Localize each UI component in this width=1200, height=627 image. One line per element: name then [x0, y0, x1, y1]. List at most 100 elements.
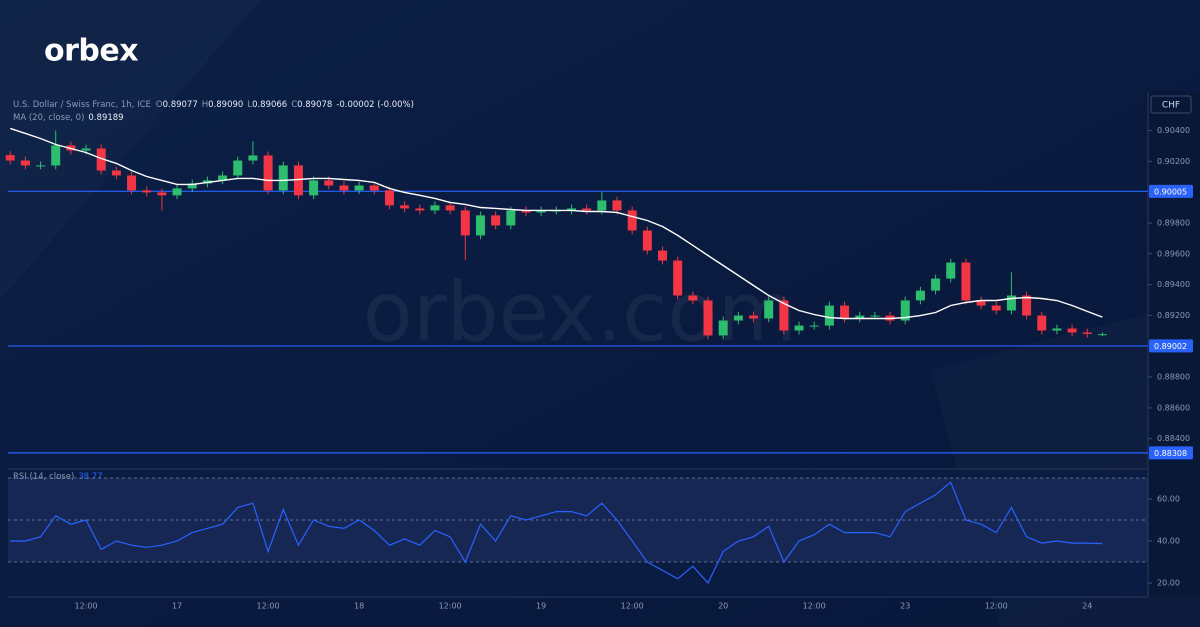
- candle-body: [536, 210, 546, 213]
- candle-body: [824, 305, 834, 326]
- candle-body: [870, 315, 880, 317]
- candle-body: [293, 165, 303, 196]
- candle-body: [460, 210, 470, 236]
- x-tick-label: 12:00: [985, 602, 1008, 611]
- candle-body: [1037, 315, 1047, 331]
- candle-body: [430, 205, 440, 211]
- ohlc-key: L: [247, 100, 252, 110]
- candle-body: [612, 200, 622, 211]
- legend-name: RSI (14, close): [13, 472, 74, 482]
- y-tick-label: 0.88400: [1157, 434, 1190, 443]
- candle-body: [946, 262, 956, 279]
- chart-title: U.S. Dollar / Swiss Franc, 1h, ICE: [13, 100, 151, 110]
- candle-body: [263, 155, 273, 191]
- logo: orbex: [44, 34, 138, 69]
- y-tick-label: 20.00: [1157, 579, 1180, 588]
- y-tick-label: 0.89200: [1157, 311, 1190, 320]
- candle-body: [521, 210, 531, 213]
- legend-line: U.S. Dollar / Swiss Franc, 1h, ICE O0.890…: [13, 100, 414, 110]
- candle-body: [991, 305, 1001, 311]
- candle-body: [400, 205, 410, 209]
- y-tick-label: 0.88800: [1157, 373, 1190, 382]
- rsi-pane: [8, 470, 1148, 595]
- candle-body: [127, 175, 137, 191]
- candle-body: [475, 215, 485, 236]
- candle-body: [187, 183, 197, 189]
- legend-name: MA (20, close, 0): [13, 113, 84, 123]
- legend-value: 38.77: [78, 472, 102, 482]
- x-tick-label: 24: [1082, 602, 1092, 611]
- watermark: orbex.com: [363, 265, 798, 360]
- candle-body: [309, 180, 319, 196]
- candle-body: [1082, 332, 1092, 334]
- candle-body: [36, 165, 46, 167]
- candle-body: [278, 165, 288, 191]
- x-tick-label: 18: [354, 602, 364, 611]
- candle-body: [218, 175, 228, 181]
- candle-body: [673, 260, 683, 296]
- change: -0.00002 (-0.00%): [336, 100, 414, 110]
- candle-body: [20, 160, 30, 166]
- candle-body: [961, 262, 971, 301]
- candle-body: [445, 205, 455, 211]
- candle-body: [354, 185, 364, 191]
- ohlc-value: 0.89077: [163, 100, 198, 110]
- x-tick-label: 12:00: [75, 602, 98, 611]
- candle-body: [369, 185, 379, 191]
- y-tick-label: 0.89800: [1157, 218, 1190, 227]
- candle-body: [809, 325, 819, 327]
- ohlc-value: 0.89078: [297, 100, 332, 110]
- x-tick-label: 12:00: [621, 602, 644, 611]
- y-tick-label: 0.89600: [1157, 249, 1190, 258]
- candle-body: [733, 315, 743, 321]
- x-tick-label: 17: [172, 602, 182, 611]
- candle-body: [233, 160, 243, 176]
- y-tick-label: 60.00: [1157, 494, 1180, 503]
- ohlc-key: O: [156, 100, 163, 110]
- candle-body: [703, 300, 713, 336]
- candle-body: [81, 148, 91, 151]
- candle-body: [915, 290, 925, 301]
- candle-body: [339, 185, 349, 191]
- candle-body: [172, 188, 182, 196]
- candle-body: [627, 210, 637, 231]
- candle-body: [1052, 328, 1062, 331]
- candle-body: [749, 315, 759, 319]
- candle-body: [491, 215, 501, 226]
- level-label: 0.88308: [1154, 449, 1187, 458]
- candle-body: [96, 148, 106, 171]
- y-tick-label: 0.88600: [1157, 403, 1190, 412]
- candle-body: [1097, 334, 1107, 336]
- legend-line: RSI (14, close) 38.77: [13, 472, 103, 482]
- candle-body: [142, 190, 152, 193]
- candle-body: [1022, 295, 1032, 316]
- candle-body: [384, 190, 394, 206]
- candle-body: [1067, 328, 1077, 333]
- candle-body: [855, 315, 865, 319]
- candle-body: [1006, 295, 1016, 311]
- candle-body: [582, 208, 592, 211]
- candle-body: [642, 230, 652, 251]
- ma-line: [9, 127, 1103, 320]
- candle-body: [900, 300, 910, 321]
- legend-value: 0.89189: [88, 113, 123, 123]
- x-tick-label: 12:00: [257, 602, 280, 611]
- candle-body: [324, 180, 334, 186]
- candle-body: [931, 278, 941, 291]
- y-tick-label: 40.00: [1157, 537, 1180, 546]
- x-tick-label: 12:00: [439, 602, 462, 611]
- level-tag: [1149, 339, 1193, 353]
- candle-body: [658, 250, 668, 261]
- ohlc-key: H: [202, 100, 208, 110]
- x-tick-label: 23: [900, 602, 910, 611]
- ohlc-value: 0.89066: [252, 100, 287, 110]
- level-label: 0.90005: [1154, 187, 1187, 196]
- candle-body: [779, 300, 789, 331]
- y-tick-label: 0.90200: [1157, 157, 1190, 166]
- ohlc-key: C: [291, 100, 297, 110]
- candle-body: [248, 155, 258, 161]
- candle-body: [688, 295, 698, 301]
- candle-body: [51, 145, 61, 166]
- y-tick-label: 0.89400: [1157, 280, 1190, 289]
- x-tick-label: 20: [718, 602, 728, 611]
